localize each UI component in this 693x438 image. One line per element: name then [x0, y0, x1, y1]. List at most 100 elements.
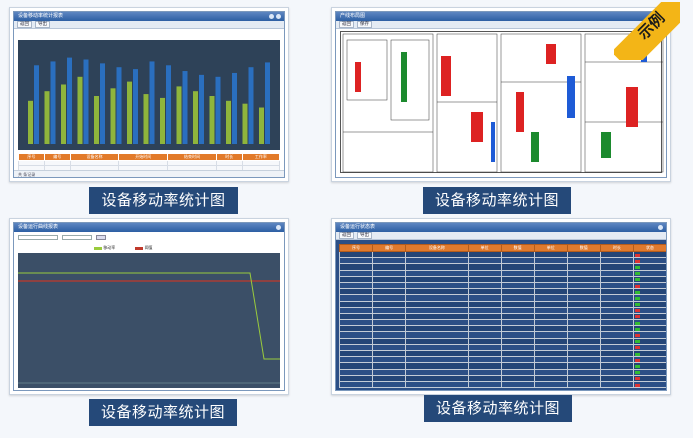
status-indicator — [634, 303, 640, 307]
status-indicator — [634, 265, 640, 269]
status-indicator — [634, 371, 640, 375]
table-row[interactable] — [338, 306, 666, 314]
save-button[interactable]: 保存 — [357, 21, 372, 28]
status-indicator — [634, 358, 640, 362]
window-controls[interactable] — [276, 225, 281, 230]
col-value-2: 数值 — [566, 244, 601, 252]
status-indicator — [634, 364, 640, 368]
chart-bar — [232, 72, 237, 144]
chart-bar — [28, 100, 33, 144]
table-row[interactable] — [338, 312, 666, 321]
chart-bar — [61, 84, 66, 144]
table-row[interactable] — [338, 281, 666, 290]
export-button[interactable]: 导出 — [357, 232, 372, 239]
caption-2: 设备移动率统计图 — [423, 187, 571, 214]
screenshot-panel-bar-report: 设备移动率统计报表 返回 导出 序号 编号 设备名称 开始时间 结束时间 时长 … — [9, 7, 289, 182]
col-unit: 单位 — [467, 244, 502, 252]
screenshot-panel-line-report: 设备运行曲线报表 移动率 阈值 — [9, 218, 289, 395]
col-status: 状态 — [632, 244, 666, 252]
screenshot-panel-status-table: 设备运行状态表 返回 导出 序号 编号 设备名称 单位 数值 单位 数值 时长 … — [331, 218, 671, 395]
status-window: 设备运行状态表 返回 导出 序号 编号 设备名称 单位 数值 单位 数值 时长 … — [335, 222, 667, 391]
table-row[interactable] — [338, 337, 666, 345]
bar-chart-area — [18, 40, 280, 150]
series-line — [18, 272, 280, 360]
chart-bar — [149, 61, 155, 144]
table-row[interactable] — [338, 294, 666, 302]
filter-input[interactable] — [62, 235, 92, 240]
chart-bar — [215, 76, 221, 144]
chart-bar — [67, 57, 72, 144]
col-index: 序号 — [18, 153, 45, 161]
chart-bar — [193, 91, 198, 144]
status-indicator — [634, 327, 640, 331]
back-button[interactable]: 返回 — [339, 232, 354, 239]
col-duration: 时长 — [599, 244, 634, 252]
query-button[interactable] — [96, 235, 106, 240]
curve-window: 设备运行曲线报表 移动率 阈值 — [13, 222, 285, 391]
window-title: 设备移动率统计报表 — [18, 13, 64, 19]
col-name: 设备名称 — [405, 244, 469, 252]
minimize-icon[interactable] — [269, 14, 274, 19]
status-indicator — [634, 340, 640, 344]
back-button[interactable]: 返回 — [17, 21, 32, 28]
col-rate: 工作率 — [241, 153, 281, 161]
chart-bar — [166, 65, 171, 144]
col-code: 编号 — [372, 244, 407, 252]
col-unit-2: 单位 — [533, 244, 568, 252]
status-indicator — [634, 253, 640, 257]
window-title: 设备运行状态表 — [340, 224, 376, 230]
col-code: 编号 — [43, 153, 71, 161]
chart-bar — [116, 67, 122, 144]
filter-input[interactable] — [18, 235, 58, 240]
status-indicator — [634, 296, 640, 300]
chart-bar — [133, 69, 138, 144]
window-titlebar: 设备运行状态表 — [336, 223, 666, 232]
status-toolbar: 返回 导出 — [336, 232, 666, 240]
table-row[interactable] — [338, 269, 666, 277]
chart-bar — [259, 107, 264, 144]
col-name: 设备名称 — [69, 153, 120, 161]
table-row[interactable] — [338, 374, 666, 382]
screenshot-panel-layout: 产线布局图 返回 保存 示例 — [331, 2, 680, 182]
back-button[interactable]: 返回 — [339, 21, 354, 28]
chart-bar — [34, 65, 39, 144]
chart-bar — [248, 67, 254, 144]
chart-bar — [44, 91, 50, 144]
example-stamp: 示例 — [614, 2, 680, 60]
col-duration: 时长 — [215, 153, 243, 161]
filter-bar — [18, 235, 280, 242]
legend-item: 阈值 — [135, 245, 153, 251]
table-row[interactable] — [338, 380, 666, 389]
status-indicator — [634, 321, 640, 325]
window-controls[interactable] — [269, 14, 281, 19]
caption-1: 设备移动率统计图 — [89, 187, 238, 214]
chart-bar — [242, 103, 248, 144]
table-row[interactable] — [18, 165, 281, 171]
close-icon[interactable] — [276, 225, 281, 230]
line-chart-svg — [18, 272, 280, 384]
status-indicator — [634, 309, 640, 313]
status-bar: 共 条记录 — [14, 170, 284, 177]
status-indicator — [634, 377, 640, 381]
status-indicator — [634, 278, 640, 282]
chart-bar — [83, 59, 89, 144]
col-start: 开始时间 — [118, 153, 169, 161]
chart-bar — [265, 62, 270, 144]
chart-bar — [77, 76, 83, 144]
col-index: 序号 — [338, 244, 374, 252]
table-row[interactable] — [338, 368, 666, 376]
chart-bar — [199, 74, 204, 144]
window-controls[interactable] — [658, 225, 663, 230]
chart-bar — [209, 96, 215, 144]
chart-bar — [143, 94, 149, 144]
chart-bar — [127, 81, 132, 144]
chart-bar — [160, 97, 165, 144]
chart-bar — [226, 100, 231, 144]
close-icon[interactable] — [658, 225, 663, 230]
table-row[interactable] — [18, 160, 281, 166]
status-indicator — [634, 334, 640, 338]
close-icon[interactable] — [276, 14, 281, 19]
export-button[interactable]: 导出 — [35, 21, 50, 28]
status-indicator — [634, 259, 640, 263]
table-row[interactable] — [338, 325, 666, 333]
